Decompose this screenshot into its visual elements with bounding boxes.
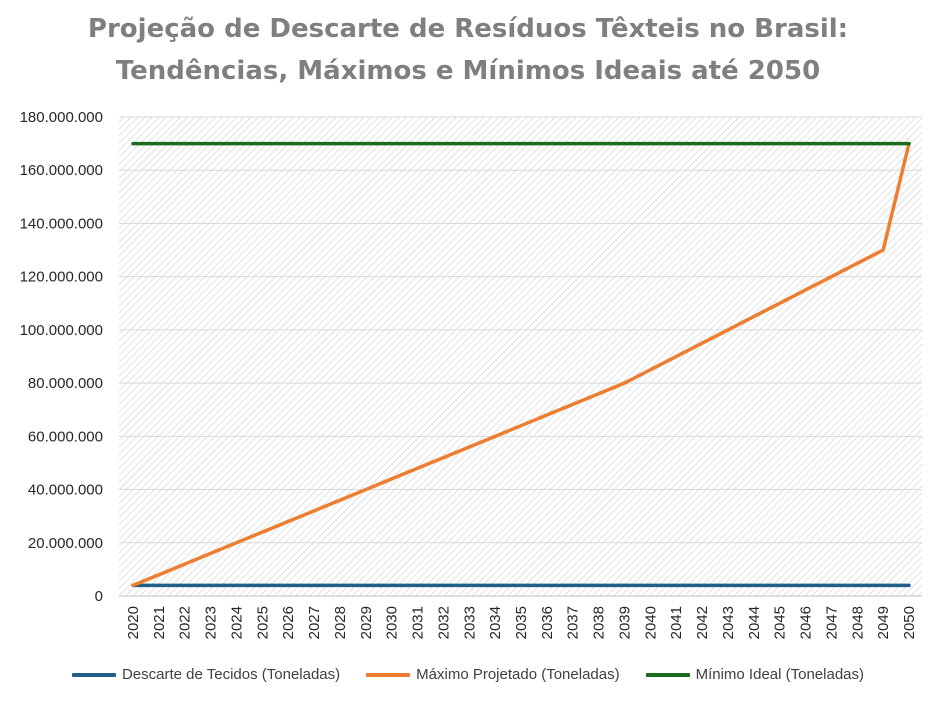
y-tick-label: 100.000.000 <box>20 322 103 339</box>
x-tick-label: 2023 <box>203 606 220 639</box>
legend: Descarte de Tecidos (Toneladas) Máximo Pr… <box>0 666 936 683</box>
y-tick-label: 120.000.000 <box>20 269 103 286</box>
x-tick-label: 2037 <box>565 606 582 639</box>
x-tick-label: 2029 <box>358 606 375 639</box>
x-tick-label: 2028 <box>332 606 349 639</box>
x-tick-label: 2033 <box>461 606 478 639</box>
legend-label: Mínimo Ideal (Toneladas) <box>695 666 865 683</box>
x-tick-label: 2048 <box>849 606 866 639</box>
legend-item: Descarte de Tecidos (Toneladas) <box>71 666 341 683</box>
y-tick-label: 140.000.000 <box>20 215 103 232</box>
legend-swatch <box>71 672 116 677</box>
legend-item: Mínimo Ideal (Toneladas) <box>645 666 865 683</box>
x-tick-label: 2026 <box>280 606 297 639</box>
series-line-1 <box>131 141 911 588</box>
x-tick-label: 2024 <box>228 606 245 639</box>
y-tick-label: 160.000.000 <box>20 162 103 179</box>
legend-label: Máximo Projetado (Toneladas) <box>416 666 620 683</box>
y-tick-label: 40.000.000 <box>28 482 103 499</box>
legend-swatch <box>366 672 411 677</box>
x-tick-label: 2022 <box>177 606 194 639</box>
x-tick-label: 2043 <box>720 606 737 639</box>
x-tick-label: 2035 <box>513 606 530 639</box>
x-tick-label: 2032 <box>435 606 452 639</box>
chart-title-line-1: Projeção de Descarte de Resíduos Têxteis… <box>87 14 849 44</box>
plot-background <box>119 117 922 596</box>
x-tick-label: 2025 <box>254 606 271 639</box>
x-tick-label: 2046 <box>798 606 815 639</box>
x-tick-label: 2030 <box>384 606 401 639</box>
chart-title-line-2: Tendências, Máximos e Mínimos Ideais até… <box>115 56 821 86</box>
x-tick-label: 2020 <box>125 606 142 639</box>
legend-item: Máximo Projetado (Toneladas) <box>366 666 620 683</box>
y-tick-label: 60.000.000 <box>28 428 103 445</box>
y-tick-label: 180.000.000 <box>20 109 103 126</box>
x-tick-label: 2034 <box>487 606 504 639</box>
x-tick-label: 2047 <box>823 606 840 639</box>
y-tick-label: 20.000.000 <box>28 535 103 552</box>
x-tick-label: 2042 <box>694 606 711 639</box>
x-tick-label: 2050 <box>901 606 918 639</box>
x-tick-label: 2041 <box>668 606 685 639</box>
x-tick-label: 2045 <box>772 606 789 639</box>
x-tick-label: 2049 <box>875 606 892 639</box>
x-tick-label: 2031 <box>410 606 427 639</box>
x-tick-label: 2027 <box>306 606 323 639</box>
x-tick-label: 2044 <box>746 606 763 639</box>
legend-label: Descarte de Tecidos (Toneladas) <box>121 666 341 683</box>
x-tick-label: 2038 <box>591 606 608 639</box>
legend-swatch <box>645 672 690 677</box>
x-tick-label: 2040 <box>642 606 659 639</box>
x-tick-label: 2039 <box>616 606 633 639</box>
x-tick-label: 2021 <box>151 606 168 639</box>
x-tick-label: 2036 <box>539 606 556 639</box>
y-tick-label: 0 <box>95 588 103 605</box>
y-tick-label: 80.000.000 <box>28 375 103 392</box>
